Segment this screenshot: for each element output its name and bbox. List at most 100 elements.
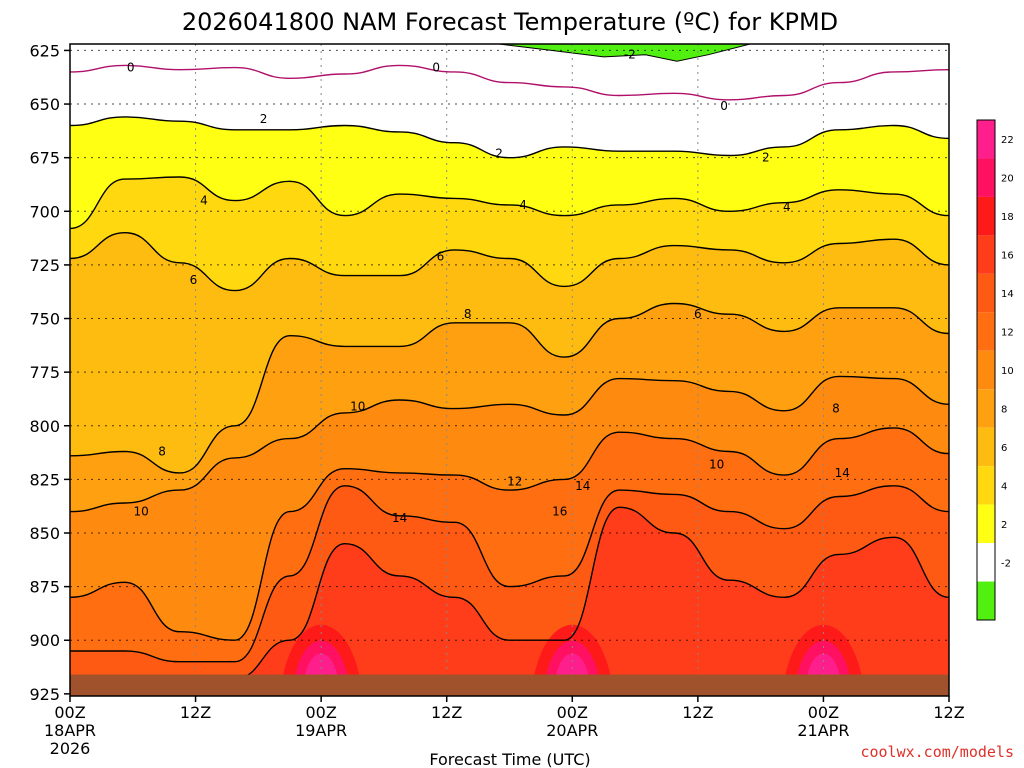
chart-title: 2026041800 NAM Forecast Temperature (ºC)…	[182, 8, 838, 36]
contour-label-8-0: 8	[158, 445, 166, 459]
contour-8	[70, 302, 949, 474]
x-tick-label-48: 00Z	[557, 703, 588, 722]
colorbar-swatch-10	[977, 504, 995, 544]
contour-label-0-0: 0	[127, 61, 135, 75]
y-tick-label-775: 775	[29, 363, 60, 382]
x-tick-date-24: 19APR	[295, 721, 347, 740]
contour-label-extra-0: -2	[624, 48, 636, 62]
subfreezing-area	[498, 44, 751, 62]
colorbar-label-1: 20	[1001, 174, 1014, 185]
contour-lines	[70, 64, 949, 680]
contour-6	[70, 231, 949, 292]
colorbar-swatch-4	[977, 273, 995, 313]
colorbar-swatch-8	[977, 427, 995, 467]
x-tick-year-0: 2026	[50, 739, 91, 758]
band-16	[70, 507, 949, 696]
contour-label-14-2: 14	[835, 466, 850, 480]
colorbar-swatch-9	[977, 466, 995, 505]
subfreezing-fill	[498, 44, 751, 62]
contour-label-2-1: 2	[495, 146, 503, 160]
contour-label-2-2: 2	[762, 151, 770, 165]
y-tick-label-800: 800	[29, 417, 60, 436]
contour-label-0-2: 0	[720, 99, 728, 113]
colorbar-frame	[976, 119, 996, 621]
contour-label-6-2: 6	[694, 307, 702, 321]
y-tick-label-900: 900	[29, 631, 60, 650]
y-tick-label-675: 675	[29, 149, 60, 168]
contour-14	[70, 485, 949, 663]
colorbar: 22 20 18 16 14 12 10 8 6 4 2 -2	[976, 119, 1014, 621]
x-tick-label-72: 00Z	[808, 703, 839, 722]
colorbar-label-4: 14	[1001, 289, 1014, 300]
contour-label-6-1: 6	[437, 249, 445, 263]
contour-0	[70, 64, 949, 101]
x-tick-label-84: 12Z	[933, 703, 964, 722]
contour-label-16-0: 16	[552, 505, 567, 519]
x-tick-date-48: 20APR	[546, 721, 598, 740]
contour-label-10-2: 10	[709, 457, 724, 471]
y-tick-label-700: 700	[29, 202, 60, 221]
colorbar-label-3: 16	[1001, 251, 1014, 262]
colorbar-swatch-7	[977, 389, 995, 428]
x-tick-label-36: 12Z	[431, 703, 462, 722]
hot-core-c3-2	[807, 653, 840, 675]
contour-label-14-0: 14	[392, 511, 407, 525]
colorbar-label-8: 6	[1001, 443, 1007, 454]
contour-label-8-1: 8	[464, 307, 472, 321]
colorbar-swatch-11	[977, 543, 995, 582]
y-tick-label-750: 750	[29, 310, 60, 329]
x-tick-date-72: 21APR	[797, 721, 849, 740]
colorbar-swatch-3	[977, 235, 995, 274]
x-axis-label: Forecast Time (UTC)	[429, 750, 590, 768]
x-tick-label-12: 12Z	[180, 703, 211, 722]
y-axis: 625 650 675 700 725 750 775 800 825 850 875 900 925	[29, 41, 70, 704]
colorbar-label-0: 22	[1001, 135, 1014, 146]
colorbar-label-11: -2	[1001, 558, 1011, 569]
x-tick-date-0: 18APR	[44, 721, 96, 740]
contour-label-10-0: 10	[134, 505, 149, 519]
colorbar-label-5: 12	[1001, 328, 1014, 339]
colorbar-swatch-5	[977, 312, 995, 351]
colorbar-label-6: 10	[1001, 366, 1014, 377]
contour-label-0-1: 0	[432, 61, 440, 75]
hot-core-c2-2	[556, 653, 589, 675]
colorbar-swatch-2	[977, 196, 995, 236]
colorbar-swatch-1	[977, 158, 995, 197]
y-tick-label-850: 850	[29, 524, 60, 543]
y-tick-label-825: 825	[29, 470, 60, 489]
contour-label-12-0: 12	[507, 475, 522, 489]
contour-label-10-1: 10	[350, 399, 365, 413]
y-tick-label-875: 875	[29, 578, 60, 597]
credit-text: coolwx.com/models	[860, 743, 1014, 761]
colorbar-swatch-12	[977, 581, 995, 620]
y-tick-label-625: 625	[29, 41, 60, 60]
contour-12	[70, 427, 949, 641]
contour-10	[70, 375, 949, 513]
y-tick-label-650: 650	[29, 95, 60, 114]
contour-label-4-1: 4	[519, 198, 527, 212]
colorbar-label-7: 8	[1001, 404, 1007, 415]
colorbar-label-9: 4	[1001, 481, 1007, 492]
y-tick-label-925: 925	[29, 685, 60, 704]
ground-surface	[70, 674, 949, 696]
hot-core-c1-2	[305, 653, 338, 675]
x-tick-label-24: 00Z	[305, 703, 336, 722]
contour-label-14-1: 14	[575, 479, 590, 493]
colorbar-swatch-0	[977, 120, 995, 159]
contour-2	[70, 116, 949, 159]
contour-label-8-2: 8	[832, 402, 840, 416]
plot-frame	[69, 43, 950, 697]
x-tick-label-0: 00Z	[54, 703, 85, 722]
y-tick-label-725: 725	[29, 256, 60, 275]
contour-label-4-0: 4	[200, 194, 208, 208]
contour-labels: 0 0 0 2 2 2 4 4 4 6 6 6 8 8 8 10 10 10 12 14 14 14 16 -2	[127, 48, 850, 525]
contour-label-2-0: 2	[260, 112, 268, 126]
colorbar-label-10: 2	[1001, 520, 1007, 531]
colorbar-label-2: 18	[1001, 212, 1014, 223]
contour-label-4-2: 4	[783, 200, 791, 214]
contour-4	[70, 176, 949, 230]
contour-label-6-0: 6	[190, 273, 198, 287]
temperature-bands	[70, 44, 949, 696]
